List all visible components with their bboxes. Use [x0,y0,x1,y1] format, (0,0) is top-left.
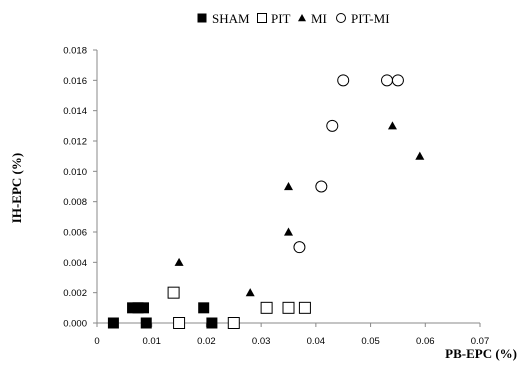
x-axis-title: PB-EPC (%) [445,346,517,361]
y-tick-label: 0.014 [63,106,87,117]
x-tick-label: 0.03 [252,336,271,347]
legend-marker-sham [197,13,207,23]
x-tick-label: 0.06 [416,336,435,347]
x-tick-label: 0.07 [471,336,490,347]
x-tick-label: 0 [94,336,99,347]
y-tick-label: 0.008 [63,197,87,208]
data-point-pit [282,301,295,314]
data-point-sham [206,317,218,329]
x-tick-label: 0.04 [307,336,326,347]
series-pit [167,286,311,329]
series-mi [174,121,425,297]
data-point-pit-mi [380,74,393,87]
data-point-sham [107,317,119,329]
data-points [107,74,425,329]
y-axis-title: IH-EPC (%) [9,153,24,223]
y-tick-label: 0.000 [63,319,87,330]
series-sham [107,302,218,329]
y-tick-label: 0.002 [63,288,87,299]
legend-label-mi: MI [311,11,327,26]
legend: SHAM PIT MI PIT-MI [197,11,390,26]
y-tick-label: 0.004 [63,258,87,269]
legend-marker-mi [298,14,306,22]
data-point-sham [140,317,152,329]
y-tick-label: 0.018 [63,46,87,57]
data-point-mi [174,257,184,266]
legend-label-pit: PIT [271,11,291,26]
data-point-mi [245,288,255,297]
axes [96,50,480,324]
data-point-pit [173,317,186,329]
y-tick-label: 0.010 [63,167,87,178]
legend-label-sham: SHAM [212,11,250,26]
legend-marker-pit-mi [336,13,346,23]
y-tick-label: 0.016 [63,76,87,87]
data-point-pit-mi [315,180,328,193]
legend-label-pit-mi: PIT-MI [351,11,390,26]
data-point-pit-mi [293,241,306,254]
legend-marker-pit [257,13,267,23]
data-point-mi [387,121,397,130]
data-point-pit-mi [326,119,339,132]
data-point-pit [167,286,180,299]
series-pit-mi [293,74,404,254]
x-tick-label: 0.05 [361,336,380,347]
y-tick-labels: 0.000 0.002 0.004 0.006 0.008 0.010 0.012 0.014… [63,46,97,330]
y-tick-label: 0.012 [63,137,87,148]
data-point-mi [415,151,425,160]
data-point-pit [260,301,273,314]
data-point-pit-mi [337,74,350,87]
data-point-pit [298,301,311,314]
data-point-sham [138,302,150,314]
y-tick-label: 0.006 [63,228,87,239]
x-tick-label: 0.02 [197,336,216,347]
data-point-pit [227,317,240,329]
data-point-mi [284,182,293,191]
data-point-pit-mi [391,74,404,87]
data-point-mi [284,227,293,236]
x-tick-labels: 0 0.01 0.02 0.03 0.04 0.05 0.06 0.07 [94,323,489,347]
x-tick-label: 0.01 [142,336,161,347]
data-point-sham [198,302,210,314]
